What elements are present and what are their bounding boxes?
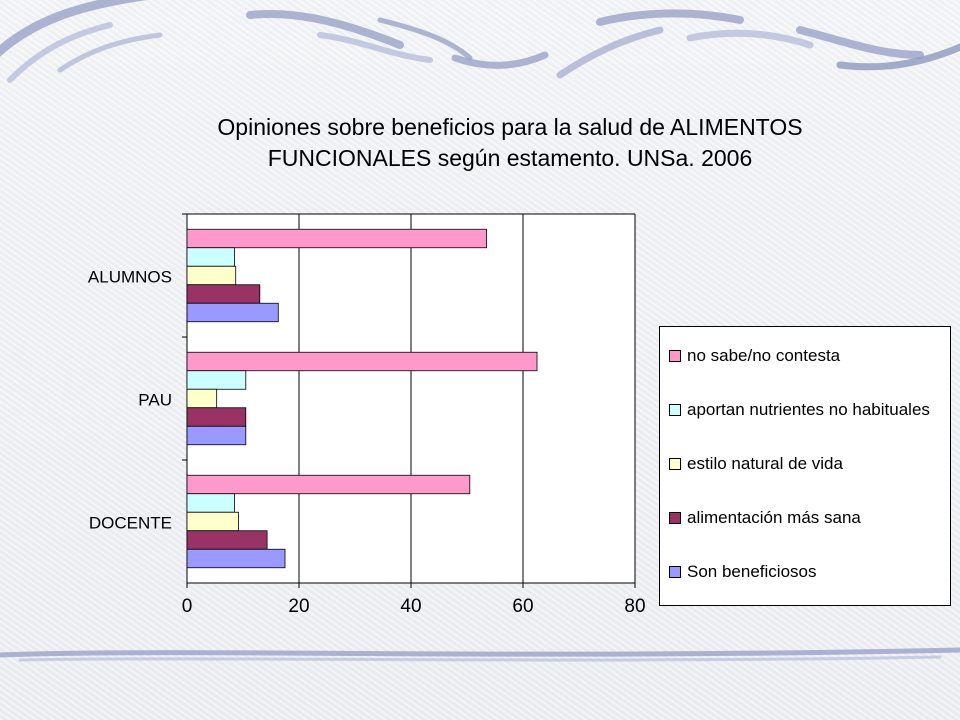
- bar: [186, 228, 488, 249]
- bar: [186, 474, 471, 495]
- legend-item: no sabe/no contesta: [669, 344, 840, 368]
- legend-item: alimentación más sana: [669, 506, 861, 530]
- bar: [186, 425, 247, 446]
- bar: [186, 351, 538, 372]
- bar: [186, 284, 261, 304]
- x-tick-label: 0: [182, 596, 193, 617]
- legend-label: no sabe/no contesta: [687, 346, 841, 365]
- bar: [186, 530, 268, 550]
- bar: [186, 265, 237, 286]
- bar: [186, 548, 286, 569]
- y-category-label: PAU: [138, 391, 172, 410]
- bar: [186, 493, 235, 513]
- legend-label: alimentación más sana: [687, 508, 861, 527]
- bar: [186, 247, 235, 267]
- x-tick-label: 80: [624, 596, 645, 617]
- legend-label: estilo natural de vida: [687, 454, 843, 473]
- bar: [186, 388, 218, 409]
- legend-swatch: [669, 566, 681, 578]
- bar: [186, 302, 279, 323]
- legend-swatch: [669, 404, 681, 416]
- x-tick-label: 40: [400, 596, 421, 617]
- legend-swatch: [669, 350, 681, 362]
- legend-item: aportan nutrientes no habituales: [669, 398, 930, 422]
- legend-item: Son beneficiosos: [669, 560, 816, 584]
- y-category-label: DOCENTE: [89, 514, 172, 533]
- y-category-label: ALUMNOS: [88, 268, 172, 287]
- bar: [186, 511, 239, 532]
- legend-swatch: [669, 512, 681, 524]
- chart-title: Opiniones sobre beneficios para la salud…: [217, 114, 803, 171]
- bar: [186, 407, 247, 427]
- chart-legend: no sabe/no contesta aportan nutrientes no…: [659, 326, 951, 606]
- legend-label: aportan nutrientes no habituales: [687, 400, 930, 419]
- x-tick-label: 60: [512, 596, 533, 617]
- legend-label: Son beneficiosos: [687, 562, 817, 581]
- bar: [186, 370, 247, 390]
- legend-swatch: [669, 458, 681, 470]
- legend-item: estilo natural de vida: [669, 452, 843, 476]
- x-tick-label: 20: [288, 596, 309, 617]
